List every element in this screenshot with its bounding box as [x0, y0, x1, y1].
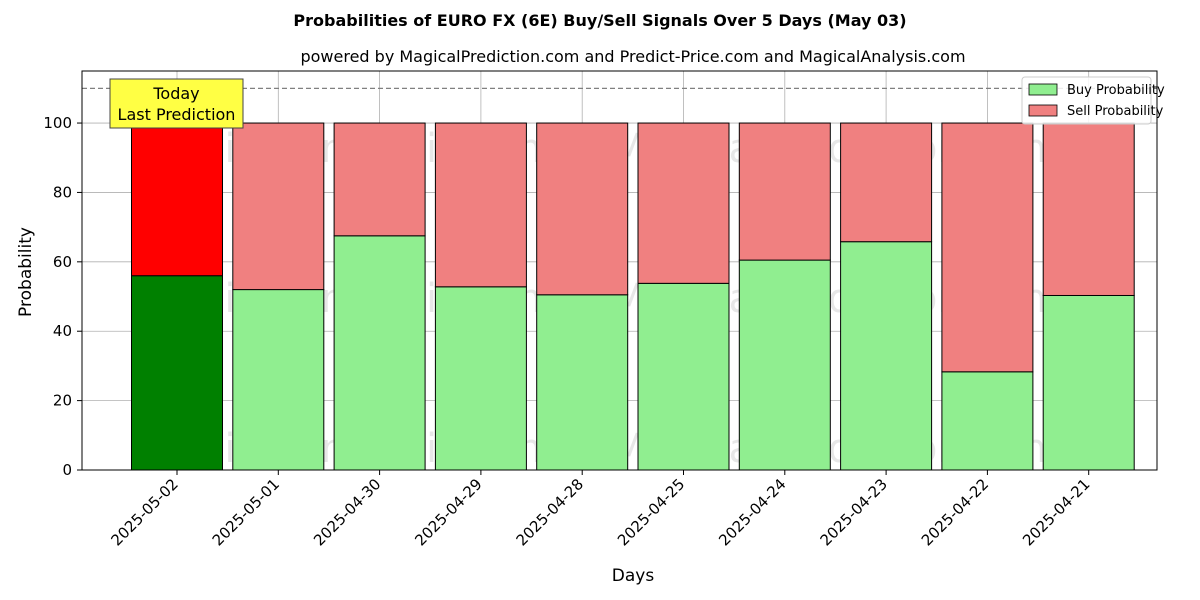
x-tick-label: 2025-05-01	[209, 475, 283, 549]
legend-swatch	[1028, 83, 1058, 96]
sell-bar	[637, 122, 730, 284]
y-tick-label: 60	[53, 253, 72, 271]
x-tick-label: 2025-04-23	[817, 475, 891, 549]
buy-bar	[941, 371, 1034, 471]
buy-bar	[434, 286, 527, 471]
sell-bar	[1042, 122, 1135, 296]
annotation-text: Last Prediction	[118, 105, 236, 124]
buy-bar	[536, 294, 629, 471]
bars	[131, 122, 1135, 471]
sell-bar	[738, 122, 831, 261]
annotation-text: Today	[152, 84, 199, 103]
sell-bar	[232, 122, 325, 291]
buy-bar	[131, 275, 223, 471]
legend: Buy Probability Sell Probability	[1021, 76, 1165, 125]
x-tick-label: 2025-04-24	[715, 475, 789, 549]
buy-bar	[232, 289, 325, 471]
sell-bar	[434, 122, 527, 288]
x-tick-label: 2025-04-21	[1019, 475, 1093, 549]
y-tick-label: 100	[43, 114, 72, 132]
legend-label: Buy Probability	[1067, 83, 1165, 98]
y-axis-label: Probability	[16, 227, 36, 317]
y-tick-label: 0	[62, 461, 72, 479]
today-annotation: Today Last Prediction	[109, 78, 244, 129]
x-tick-label: 2025-04-22	[918, 475, 992, 549]
sell-bar	[131, 122, 223, 277]
x-axis-label: Days	[612, 566, 655, 586]
buy-bar	[1042, 294, 1135, 471]
sell-bar	[333, 122, 426, 237]
x-tick-label: 2025-04-25	[614, 475, 688, 549]
chart-subtitle: powered by MagicalPrediction.com and Pre…	[300, 47, 965, 66]
sell-bar	[941, 122, 1034, 373]
buy-bar	[637, 282, 730, 471]
y-tick-label: 40	[53, 322, 72, 340]
sell-bar	[840, 122, 933, 243]
sell-bar	[536, 122, 629, 296]
buy-bar	[738, 259, 831, 471]
buy-bar	[840, 241, 933, 471]
x-tick-label: 2025-04-30	[310, 475, 384, 549]
legend-swatch	[1028, 104, 1058, 117]
x-tick-label: 2025-04-29	[411, 475, 485, 549]
buy-bar	[333, 235, 426, 471]
chart-title: Probabilities of EURO FX (6E) Buy/Sell S…	[293, 11, 906, 30]
annotation-box	[109, 78, 244, 129]
x-tick-label: 2025-05-02	[107, 475, 181, 549]
legend-label: Sell Probability	[1067, 104, 1164, 119]
plot-frame	[81, 70, 1158, 471]
y-tick-label: 20	[53, 392, 72, 410]
x-tick-label: 2025-04-28	[513, 475, 587, 549]
y-tick-label: 80	[53, 183, 72, 201]
